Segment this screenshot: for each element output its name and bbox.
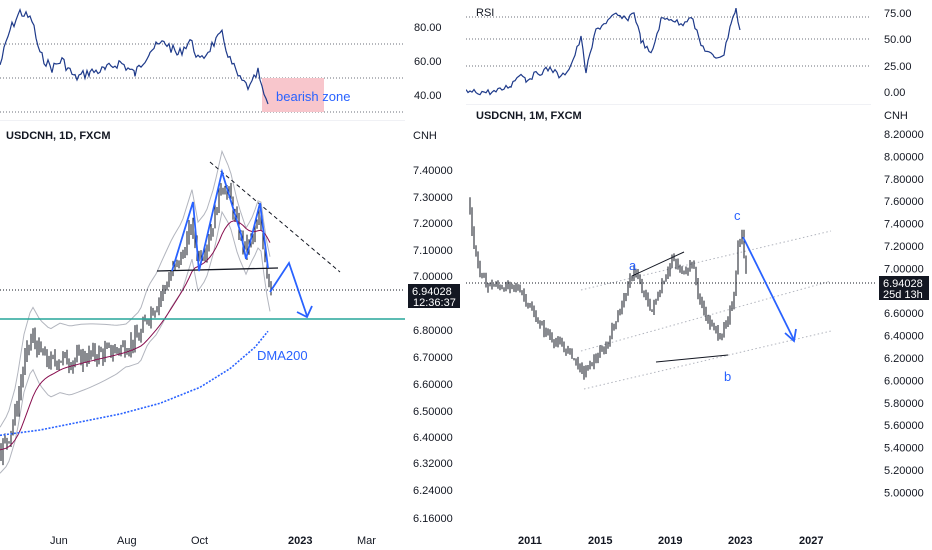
right-chart-title: USDCNH, 1M, FXCM — [476, 110, 582, 122]
time-tick-label: 2023 — [288, 535, 312, 547]
left-time-axis: Jun Aug Oct 2023 Mar — [50, 535, 376, 547]
time-tick-label: 2023 — [728, 535, 752, 547]
bearish-zone-label: bearish zone — [276, 89, 350, 104]
time-tick-label: 2027 — [799, 535, 823, 547]
descending-trendline — [209, 161, 341, 273]
price-tick-label: 6.50000 — [413, 406, 453, 418]
price-tick-label: 7.20000 — [884, 241, 924, 253]
rsi-label: RSI — [476, 7, 494, 19]
lower-band — [0, 210, 271, 474]
price-tick-label: 6.32000 — [413, 458, 453, 470]
price-tick-label: 7.00000 — [884, 263, 924, 275]
left-last-price-box — [408, 284, 460, 308]
price-tick-label: 6.20000 — [884, 353, 924, 365]
time-tick-label: Jun — [50, 535, 68, 547]
rsi-levels — [466, 16, 871, 67]
projection-arrow — [742, 236, 795, 341]
rsi-tick-label: 75.00 — [884, 8, 912, 20]
price-tick-label: 6.24000 — [413, 485, 453, 497]
rsi-tick-label: 0.00 — [884, 87, 905, 99]
price-tick-label: 7.60000 — [884, 196, 924, 208]
price-tick-label: 8.20000 — [884, 129, 924, 141]
time-tick-label: Aug — [117, 535, 137, 547]
wave-label-b: b — [724, 369, 731, 384]
rsi-tick-label: 80.00 — [414, 22, 442, 34]
left-unit-label: CNH — [413, 130, 437, 142]
rsi-axis: 80.00 60.00 40.00 — [414, 22, 442, 102]
left-countdown: 12:36:37 — [413, 297, 456, 309]
price-tick-label: 7.10000 — [413, 245, 453, 257]
price-tick-label: 6.40000 — [884, 331, 924, 343]
price-tick-label: 5.40000 — [884, 443, 924, 455]
right-last-price-box — [879, 276, 929, 300]
price-tick-label: 7.80000 — [884, 174, 924, 186]
time-tick-label: 2019 — [658, 535, 682, 547]
price-tick-label: 5.80000 — [884, 398, 924, 410]
projection-arrow — [269, 260, 308, 317]
left-candles — [0, 182, 272, 466]
neckline — [156, 267, 279, 272]
rsi-axis: 75.00 50.00 25.00 0.00 — [884, 8, 912, 99]
dma200-line — [0, 330, 269, 437]
left-rsi-pane: bearish zone 80.00 60.00 40.00 — [0, 0, 466, 120]
price-tick-label: 5.00000 — [884, 487, 924, 499]
price-tick-label: 8.00000 — [884, 151, 924, 163]
rsi-line — [0, 8, 269, 105]
left-price-pane: USDCNH, 1D, FXCM CNH DMA200 7.40000 7.300… — [0, 120, 466, 550]
right-time-axis: 2011 2015 2019 2023 2027 — [518, 535, 823, 547]
price-tick-label: 6.60000 — [884, 308, 924, 320]
price-tick-label: 6.16000 — [413, 513, 453, 525]
bollinger-bands — [0, 149, 271, 474]
bearish-zone — [262, 78, 324, 112]
price-tick-label: 7.40000 — [413, 165, 453, 177]
wave-label-c: c — [734, 208, 741, 223]
left-last-price: 6.94028 — [412, 286, 452, 298]
hs-pattern-outline — [171, 168, 269, 272]
right-candles — [469, 197, 747, 380]
rsi-tick-label: 25.00 — [884, 61, 912, 73]
triangle-lower — [655, 354, 729, 363]
right-rsi-pane: RSI 75.00 50.00 25.00 0.00 — [466, 0, 932, 104]
right-price-pane: USDCNH, 1M, FXCM CNH a b c 8.20000 8.0000… — [466, 104, 932, 550]
upper-band — [0, 149, 271, 428]
projection-arrow-head — [784, 328, 797, 343]
right-unit-label: CNH — [884, 110, 908, 122]
rsi-line — [466, 7, 741, 96]
time-tick-label: 2011 — [518, 535, 542, 547]
price-tick-label: 6.80000 — [413, 325, 453, 337]
rsi-tick-label: 40.00 — [414, 90, 442, 102]
parallel-channel — [580, 230, 832, 390]
price-tick-label: 7.40000 — [884, 219, 924, 231]
dma200-label: DMA200 — [257, 348, 308, 363]
projection-arrow-head — [296, 305, 313, 319]
time-tick-label: Mar — [357, 535, 376, 547]
right-price-axis: 8.20000 8.00000 7.80000 7.60000 7.40000 7.200… — [884, 129, 924, 499]
price-tick-label: 7.20000 — [413, 218, 453, 230]
left-chart-title: USDCNH, 1D, FXCM — [6, 130, 111, 142]
price-tick-label: 5.20000 — [884, 465, 924, 477]
price-tick-label: 6.60000 — [413, 379, 453, 391]
triangle-upper — [631, 251, 685, 277]
price-tick-label: 7.30000 — [413, 192, 453, 204]
ema-line — [0, 220, 271, 451]
price-tick-label: 5.60000 — [884, 420, 924, 432]
price-tick-label: 6.40000 — [413, 432, 453, 444]
left-price-axis: 7.400007.300007.200007.100007.000006.900… — [413, 165, 453, 525]
rsi-tick-label: 60.00 — [414, 56, 442, 68]
price-tick-label: 7.00000 — [413, 271, 453, 283]
price-tick-label: 6.70000 — [413, 352, 453, 364]
price-tick-label: 6.00000 — [884, 375, 924, 387]
right-countdown: 25d 13h — [883, 289, 923, 301]
right-last-price: 6.94028 — [883, 278, 923, 290]
time-tick-label: 2015 — [588, 535, 612, 547]
rsi-tick-label: 50.00 — [884, 34, 912, 46]
time-tick-label: Oct — [191, 535, 208, 547]
wave-label-a: a — [629, 258, 637, 273]
